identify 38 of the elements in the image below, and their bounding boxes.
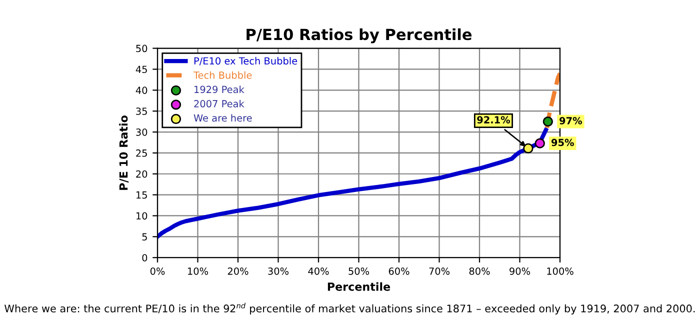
x-axis-title: Percentile bbox=[328, 282, 390, 291]
x-tick-label: 40% bbox=[308, 267, 329, 275]
y-tick-label: 10 bbox=[136, 212, 148, 220]
legend-label: 2007 Peak bbox=[194, 100, 244, 108]
y-tick-label: 0 bbox=[142, 254, 148, 262]
annotation: 97% bbox=[560, 117, 582, 124]
y-tick-label: 45 bbox=[136, 66, 147, 74]
point bbox=[534, 138, 545, 148]
x-tick-label: 100% bbox=[547, 267, 574, 275]
y-tick-label: 20 bbox=[136, 170, 148, 178]
x-tick-label: 0% bbox=[150, 267, 165, 275]
x-tick-label: 80% bbox=[469, 267, 490, 275]
point bbox=[542, 116, 554, 127]
x-tick-label: 10% bbox=[188, 267, 208, 275]
x-tick-label: 30% bbox=[268, 267, 289, 275]
line-series bbox=[158, 128, 548, 239]
y-axis-title: P/E 10 Ratio bbox=[119, 116, 129, 190]
legend-label: We are here bbox=[194, 114, 252, 122]
y-tick-label: 25 bbox=[136, 149, 147, 157]
x-tick-label: 70% bbox=[429, 267, 450, 275]
annotation: 92.1% bbox=[477, 116, 510, 124]
x-tick-label: 90% bbox=[510, 267, 530, 275]
y-tick-label: 40 bbox=[136, 86, 148, 94]
y-tick-label: 5 bbox=[142, 233, 147, 240]
legend-label: 1929 Peak bbox=[194, 86, 244, 94]
legend-label: Tech Bubble bbox=[193, 71, 252, 79]
text: Where we are: the current PE/10 is in the 92$^{nd}$ percentile of market valuations since 1871 – exceeded only by 1919, 2007 and 2000. bbox=[4, 302, 695, 314]
chart-title: P/E10 Ratios by Percentile bbox=[246, 28, 472, 44]
x-tick-label: 50% bbox=[348, 267, 370, 275]
annotation: 95% bbox=[551, 138, 574, 146]
y-tick-label: 35 bbox=[136, 108, 147, 115]
legend-label: P/E10 ex Tech Bubble bbox=[194, 57, 298, 66]
y-tick-label: 50 bbox=[136, 44, 148, 52]
x-tick-label: 20% bbox=[228, 267, 248, 275]
y-tick-label: 30 bbox=[136, 128, 148, 136]
point bbox=[523, 143, 534, 154]
x-tick-label: 60% bbox=[388, 267, 410, 275]
y-tick-label: 15 bbox=[136, 191, 147, 199]
